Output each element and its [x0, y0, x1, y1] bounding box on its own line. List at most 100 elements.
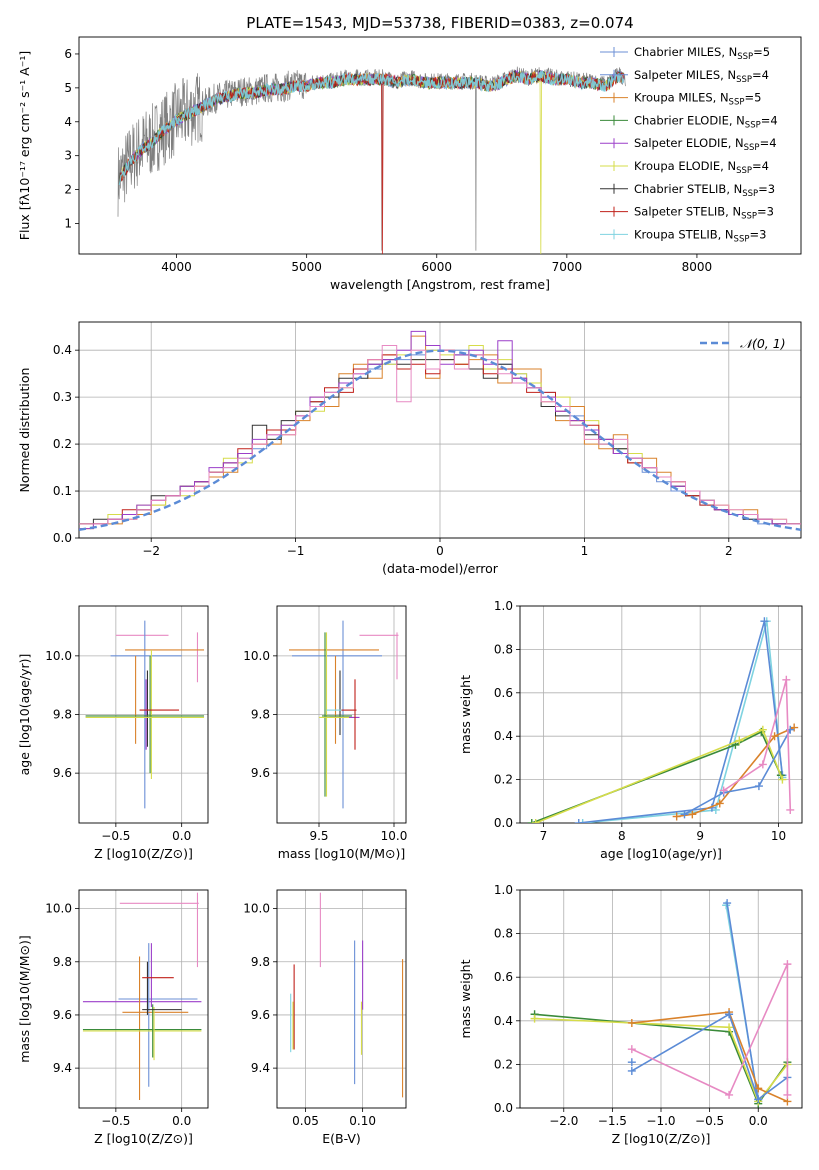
y-tick-label: 3 — [64, 149, 72, 163]
weight-lines-weight-vs-Z — [530, 899, 792, 1108]
y-axis-label: mass weight — [458, 959, 473, 1038]
legend-entry-main: Kroupa STELIB, N — [634, 227, 734, 241]
legend-entry: Chabrier STELIB, NSSP=3 — [634, 182, 775, 199]
axes-frame — [276, 605, 407, 824]
legend-entry: Chabrier MILES, NSSP=5 — [634, 45, 770, 62]
y-tick-label: 9.6 — [53, 1008, 72, 1022]
normal-curve — [79, 349, 801, 531]
weight-point — [770, 732, 779, 741]
model-line-8 — [118, 69, 625, 186]
y-tick-label: 0.6 — [494, 686, 513, 700]
y-axis-label: age [log10(age/yr)] — [17, 654, 32, 776]
y-tick-label: 10.0 — [45, 902, 72, 916]
weight-line-4 — [631, 1011, 788, 1103]
x-tick-label: −2.0 — [549, 1114, 578, 1128]
weight-point — [530, 1014, 539, 1023]
weight-point — [574, 819, 583, 823]
axes-frame — [78, 605, 209, 824]
x-tick-label: 0.10 — [349, 1114, 376, 1128]
legend-entry-main: Kroupa ELODIE, N — [634, 159, 736, 173]
x-tick-label: −1 — [287, 544, 305, 558]
weight-point — [754, 782, 763, 791]
weight-point — [783, 960, 792, 969]
x-tick-label: 0.05 — [292, 1114, 319, 1128]
error-crosses-age-vs-Z — [85, 620, 205, 809]
legend-entry-tail: =5 — [744, 91, 761, 105]
weight-point — [754, 1084, 763, 1093]
legend-entry-sub: SSP — [736, 166, 752, 176]
legend-entry-main: Salpeter MILES, N — [634, 68, 736, 82]
axes-mass-vs-EBV: 0.05 0.10 9.4 9.6 9.8 10.0 E(B-V) — [243, 889, 407, 1146]
legend-entry-tail: =4 — [752, 68, 769, 82]
weight-point — [778, 775, 787, 784]
legend-entry-sub: SSP — [737, 52, 753, 62]
legend-entry-sub: SSP — [736, 75, 752, 85]
y-axis-label: mass [log10(M/M⊙)] — [17, 935, 32, 1063]
legend-entry-sub: SSP — [745, 120, 761, 130]
legend-entry-sub: SSP — [729, 98, 745, 108]
y-tick-label: 0.8 — [494, 642, 513, 656]
x-tick-label: 8000 — [682, 260, 713, 274]
weight-point — [527, 819, 536, 823]
y-tick-label: 0.2 — [53, 437, 72, 451]
weight-line-1 — [578, 620, 784, 823]
y-tick-label: 0.4 — [53, 343, 72, 357]
axes-frame — [78, 36, 802, 255]
y-tick-label: 2 — [64, 183, 72, 197]
weight-line-3 — [535, 728, 784, 823]
weight-point — [725, 1010, 734, 1019]
y-tick-label: 0.2 — [494, 773, 513, 787]
x-tick-label: −0.5 — [101, 829, 130, 843]
x-tick-label: 1 — [581, 544, 589, 558]
legend-entry-tail: =4 — [752, 159, 769, 173]
x-tick-label: 4000 — [161, 260, 192, 274]
x-tick-label: −0.5 — [695, 1114, 724, 1128]
x-axis-label: age [log10(age/yr)] — [600, 846, 722, 861]
y-tick-label: 0.3 — [53, 390, 72, 404]
y-tick-label: 5 — [64, 81, 72, 95]
weight-line-6 — [723, 679, 792, 811]
weight-point — [760, 617, 769, 626]
y-tick-label: 9.8 — [53, 955, 72, 969]
legend-entry: Salpeter MILES, NSSP=4 — [634, 68, 769, 85]
weight-point — [782, 675, 791, 684]
x-tick-label: −1.0 — [646, 1114, 675, 1128]
y-tick-label: 0.4 — [494, 1014, 513, 1028]
x-axis-label: Z [log10(Z/Z⊙)] — [612, 1131, 711, 1146]
error-crosses-mass-vs-Z — [82, 892, 202, 1101]
x-tick-label: 0.0 — [172, 829, 191, 843]
error-crosses-mass-vs-EBV — [290, 892, 404, 1098]
weight-point — [627, 1018, 636, 1027]
x-axis-label: wavelength [Angstrom, rest frame] — [330, 277, 550, 292]
figure-title: PLATE=1543, MJD=53738, FIBERID=0383, z=0… — [246, 14, 633, 32]
legend-entry-sub: SSP — [734, 234, 750, 244]
legend-entry-main: Kroupa MILES, N — [634, 91, 729, 105]
weight-point — [627, 1058, 636, 1067]
x-tick-label: −2 — [142, 544, 160, 558]
weight-point — [627, 1066, 636, 1075]
spectrum-lines — [117, 66, 626, 254]
axes-weight-vs-age: 7 8 9 10 0.0 0.2 0.4 0.6 0.8 1.0 age [log10(age/yr… — [458, 599, 803, 861]
y-tick-label: 0.0 — [53, 531, 72, 545]
y-tick-label: 4 — [64, 115, 72, 129]
error-crosses-age-vs-mass — [289, 620, 399, 809]
x-axis-label: Z [log10(Z/Z⊙)] — [94, 1131, 193, 1146]
y-tick-label: 10.0 — [243, 649, 270, 663]
weight-point — [680, 810, 689, 819]
x-tick-label: 0.0 — [749, 1114, 768, 1128]
y-axis-label: Flux [fλ10⁻¹⁷ erg cm⁻² s⁻¹ A⁻¹] — [17, 51, 32, 240]
x-tick-label: 10 — [771, 829, 786, 843]
axes-frame — [519, 889, 803, 1109]
weight-line-7 — [631, 963, 789, 1096]
y-tick-label: 0.4 — [494, 729, 513, 743]
weight-point — [715, 799, 724, 808]
legend-entry-main: Chabrier MILES, N — [634, 45, 737, 59]
weight-point — [672, 812, 681, 821]
x-axis-label: mass [log10(M/M⊙)] — [278, 846, 406, 861]
y-tick-label: 0.0 — [494, 1101, 513, 1115]
legend-entry-tail: =3 — [757, 205, 774, 219]
legend-entry: Kroupa ELODIE, NSSP=4 — [634, 159, 769, 176]
axes-frame — [78, 889, 209, 1109]
